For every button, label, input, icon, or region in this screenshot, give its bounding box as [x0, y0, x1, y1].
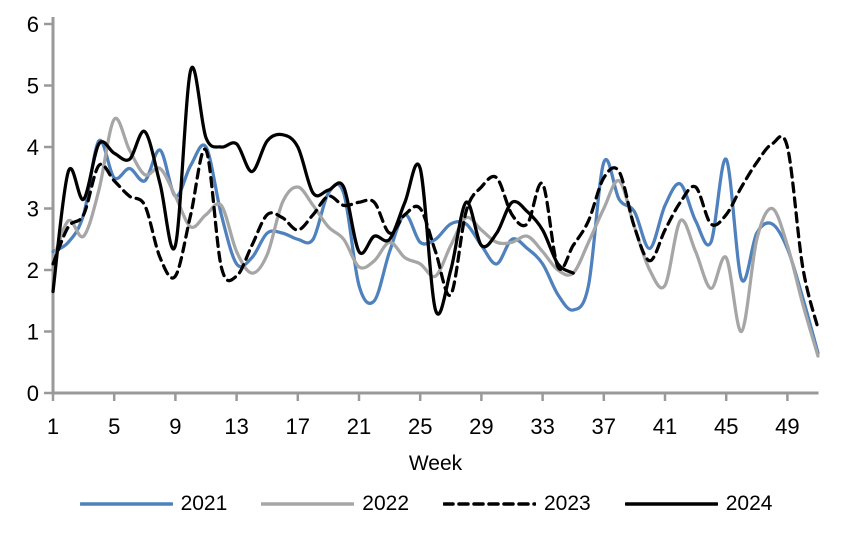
legend-item-2024: 2024 — [624, 492, 773, 515]
x-tick-label: 21 — [347, 414, 371, 439]
y-tick-label: 5 — [27, 74, 39, 99]
legend-swatch-2021 — [79, 501, 173, 506]
legend-item-2023: 2023 — [443, 493, 591, 514]
y-tick-label: 4 — [27, 135, 39, 160]
y-tick-label: 6 — [27, 12, 39, 37]
x-tick-label: 13 — [224, 414, 248, 439]
x-tick-label: 45 — [714, 414, 738, 439]
y-tick-label: 0 — [27, 381, 39, 406]
legend-swatch-2022 — [261, 501, 355, 506]
x-tick-label: 37 — [592, 414, 616, 439]
x-tick-label: 5 — [108, 414, 120, 439]
y-tick-label: 1 — [27, 320, 39, 345]
x-tick-label: 33 — [530, 414, 554, 439]
legend-item-2022: 2022 — [261, 493, 409, 514]
legend-swatch-2024 — [624, 501, 718, 506]
x-axis-title: Week — [408, 452, 463, 475]
legend-swatch-2023 — [443, 501, 536, 506]
x-tick-label: 29 — [469, 414, 493, 439]
legend-label-2023: 2023 — [544, 492, 591, 515]
legend-item-2021: 2021 — [79, 492, 228, 515]
y-tick-label: 2 — [27, 258, 39, 283]
series-line-2024 — [51, 65, 575, 316]
legend-label-2021: 2021 — [180, 492, 228, 515]
x-tick-label: 49 — [775, 414, 799, 439]
legend-label-2024: 2024 — [725, 492, 773, 515]
series-line-2023 — [51, 134, 820, 331]
legend: 2021 2022 2023 2024 — [0, 493, 852, 514]
y-tick-label: 3 — [27, 197, 39, 222]
x-tick-label: 41 — [653, 414, 677, 439]
x-tick-label: 25 — [408, 414, 432, 439]
series-line-2021 — [51, 138, 820, 355]
x-tick-label: 1 — [47, 414, 59, 439]
x-tick-label: 17 — [286, 414, 310, 439]
x-tick-label: 9 — [169, 414, 181, 439]
legend-label-2022: 2022 — [362, 492, 409, 515]
